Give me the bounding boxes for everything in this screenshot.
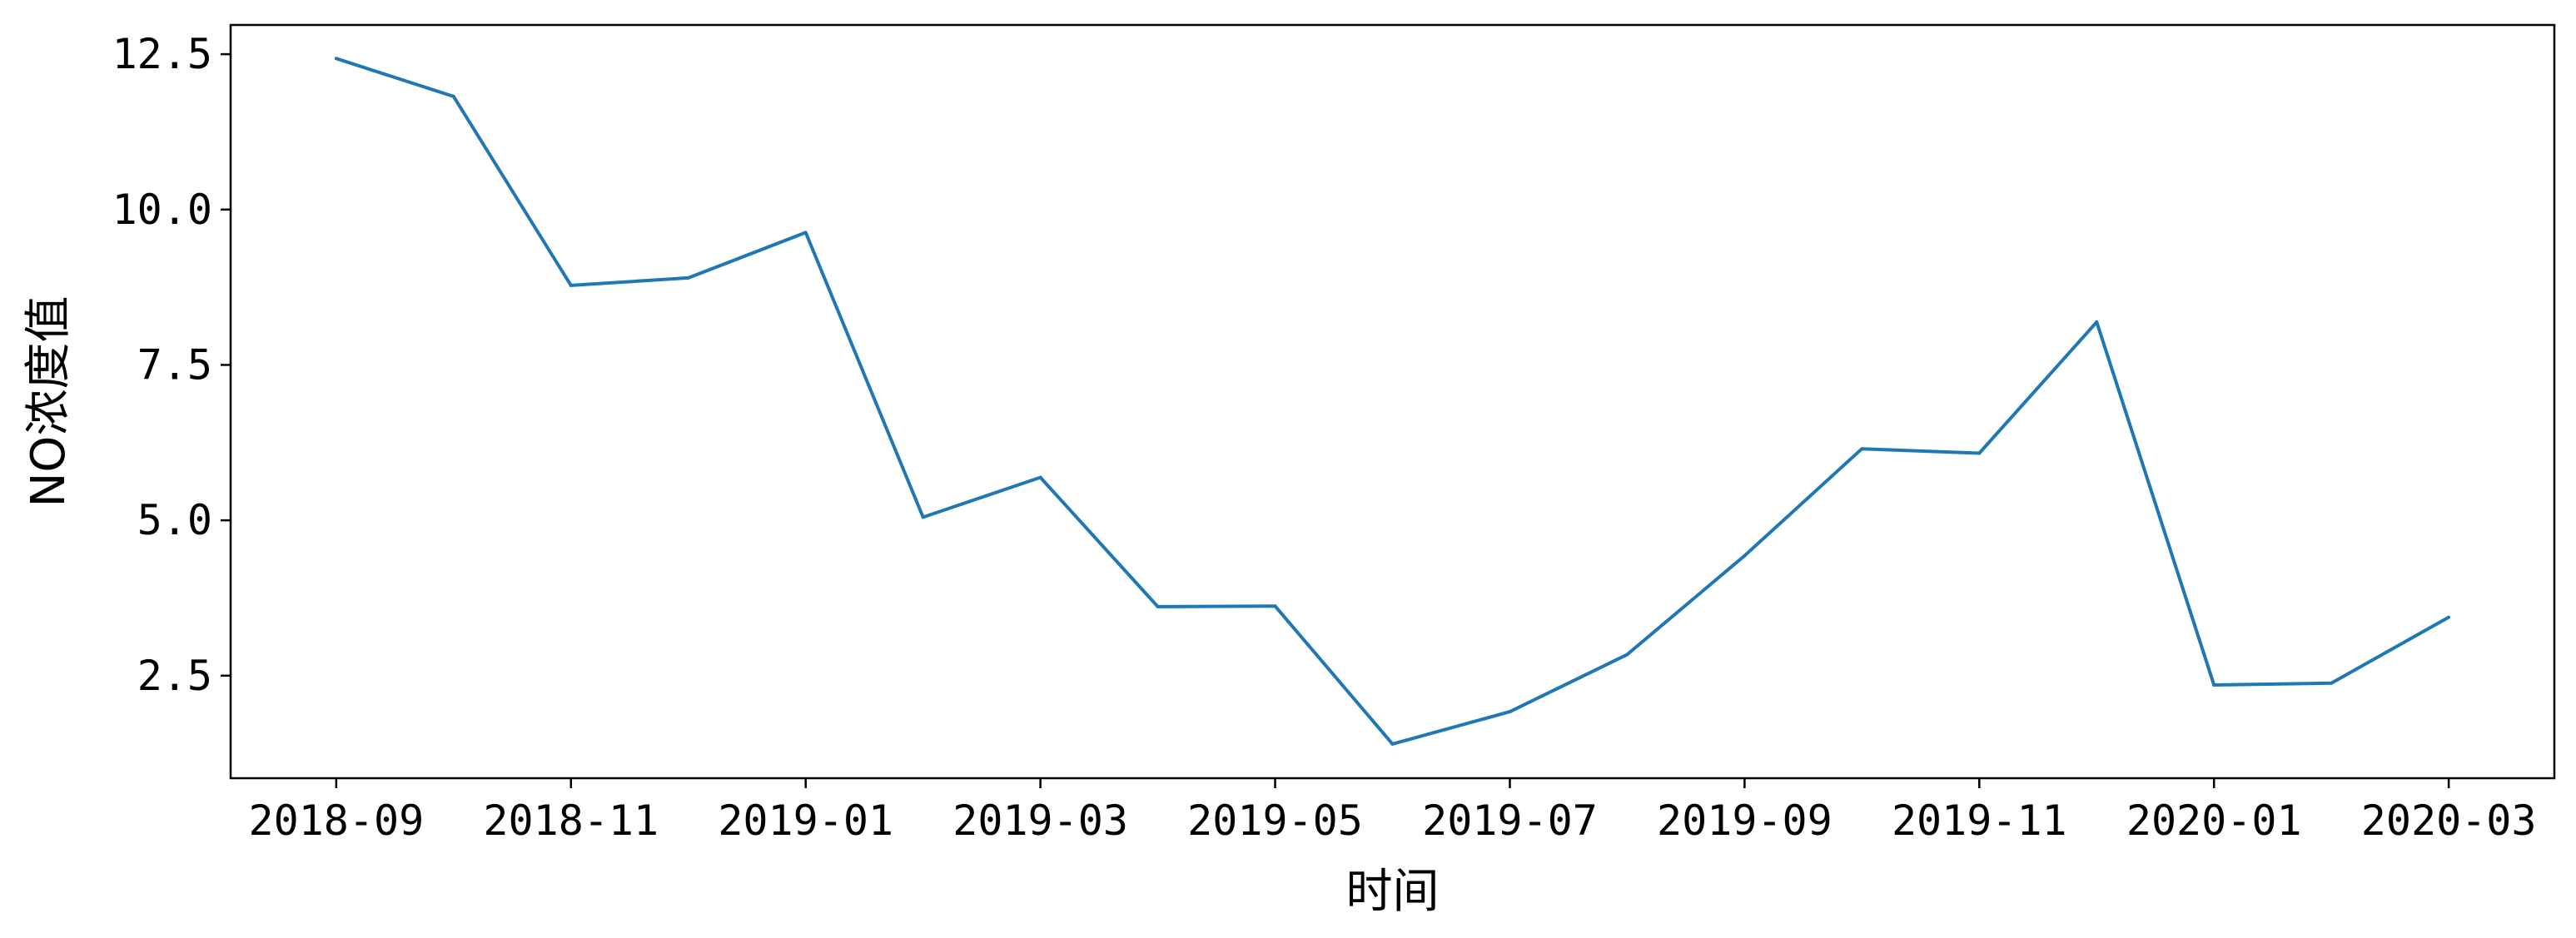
plot-area [334,57,2451,746]
x-tick-label: 2018-09 [249,797,425,845]
y-axis-ticks: 2.5 5.0 7.5 10.0 12.5 [112,30,231,700]
data-point [803,231,808,235]
plot-frame [229,23,2556,780]
x-tick-label: 2018-11 [483,797,659,845]
x-tick-label: 2019-07 [1422,797,1598,845]
series-line-0 [336,57,2450,746]
x-axis-ticks: 2018-09 2018-11 2019-01 2019-03 2019-05 2019-… [249,778,2537,845]
data-point [686,275,690,280]
data-point [1038,475,1042,479]
x-tick-label: 2019-03 [952,797,1128,845]
data-point [2330,681,2334,685]
x-tick-label: 2020-03 [2361,797,2537,845]
data-point [1860,447,1864,451]
data-point [1625,653,1629,657]
data-point [334,57,338,61]
data-point [921,515,925,519]
x-axis-label: 时间 [1346,865,1440,919]
y-tick-label: 5.0 [137,496,212,544]
data-point [1508,710,1512,714]
data-point [1390,742,1395,746]
y-tick-label: 12.5 [112,30,212,78]
data-point [569,283,573,287]
y-axis-label: NO浓度值 [22,296,76,508]
data-point [2212,683,2216,687]
x-tick-label: 2019-11 [1892,797,2067,845]
data-point [1156,604,1160,608]
data-point [2447,615,2451,619]
x-tick-label: 2020-01 [2126,797,2302,845]
data-point [1977,451,1982,455]
data-point [1273,604,1277,608]
y-tick-label: 7.5 [137,340,212,389]
data-point [1743,553,1747,558]
data-point [2095,320,2099,324]
y-tick-label: 10.0 [112,186,212,234]
x-tick-label: 2019-01 [718,797,893,845]
x-tick-label: 2019-09 [1657,797,1833,845]
y-tick-label: 2.5 [137,652,212,700]
x-tick-label: 2019-05 [1187,797,1363,845]
data-point [451,94,455,98]
